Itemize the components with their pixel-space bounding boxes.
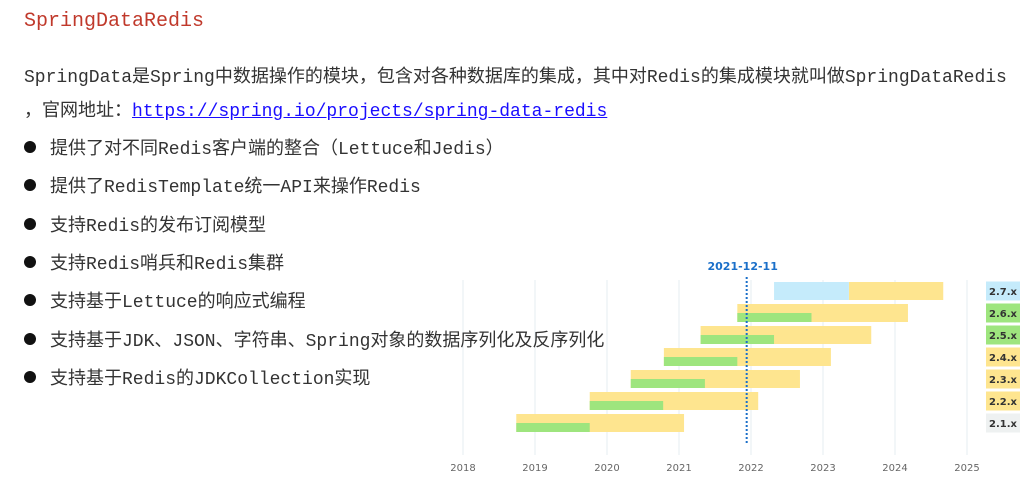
x-tick-label: 2023 (810, 463, 835, 474)
feature-item: 支持Redis哨兵和Redis集群 (24, 249, 284, 275)
x-tick-label: 2018 (450, 463, 475, 474)
version-badge (986, 281, 1020, 301)
oss-support-bar (737, 313, 812, 322)
feature-item: 提供了对不同Redis客户端的整合（Lettuce和Jedis） (24, 134, 504, 160)
oss-support-bar (516, 423, 590, 432)
bullet-icon (24, 255, 36, 268)
intro-line-2: ，官网地址：https://spring.io/projects/spring-… (24, 96, 607, 122)
commercial-support-bar (848, 282, 944, 300)
feature-item: 支持基于JDK、JSON、字符串、Spring对象的数据序列化及反序列化 (24, 326, 604, 352)
future-release-bar (774, 282, 849, 300)
feature-text: 支持Redis哨兵和Redis集群 (50, 254, 285, 275)
feature-item: 支持基于Lettuce的响应式编程 (24, 287, 306, 313)
oss-support-bar (700, 335, 775, 344)
feature-text: 提供了对不同Redis客户端的整合（Lettuce和Jedis） (50, 140, 504, 160)
oss-support-bar (663, 357, 738, 366)
today-marker-label: 2021-12-11 (707, 260, 777, 273)
bullet-icon (24, 141, 36, 153)
x-tick-label: 2021 (666, 463, 691, 474)
intro-line-1: SpringData是Spring中数据操作的模块，包含对各种数据库的集成，其中… (24, 68, 1007, 88)
page-title: SpringDataRedis (24, 10, 205, 33)
bullet-icon (24, 332, 36, 345)
oss-support-bar (630, 379, 705, 388)
version-badge (986, 413, 1020, 433)
feature-item: 支持Redis的发布订阅模型 (24, 211, 266, 237)
version-label: 2.5.x (989, 331, 1018, 342)
version-badge (986, 369, 1020, 389)
official-site-link[interactable]: https://spring.io/projects/spring-data-r… (132, 102, 608, 122)
x-tick-label: 2020 (594, 463, 619, 474)
x-tick-label: 2022 (738, 463, 763, 474)
bullet-icon (24, 179, 36, 192)
feature-text: 支持基于Redis的JDKCollection实现 (50, 369, 371, 390)
x-tick-label: 2019 (522, 463, 547, 474)
version-badge (986, 303, 1020, 323)
bullet-icon (24, 294, 36, 307)
version-label: 2.3.x (989, 375, 1018, 386)
feature-text: 支持基于Lettuce的响应式编程 (50, 293, 306, 314)
feature-text: 提供了RedisTemplate统一API来操作Redis (50, 178, 421, 199)
version-badge (986, 347, 1020, 367)
x-tick-label: 2025 (954, 463, 979, 474)
intro-prefix: ，官网地址： (24, 102, 132, 122)
feature-item: 支持基于Redis的JDKCollection实现 (24, 364, 370, 390)
feature-text: 支持基于JDK、JSON、字符串、Spring对象的数据序列化及反序列化 (50, 331, 605, 352)
bullet-icon (24, 370, 36, 383)
version-label: 2.6.x (989, 309, 1018, 320)
version-label: 2.4.x (989, 353, 1018, 364)
version-label: 2.1.x (989, 419, 1018, 430)
version-label: 2.7.x (989, 287, 1018, 298)
version-badge (986, 325, 1020, 345)
feature-item: 提供了RedisTemplate统一API来操作Redis (24, 172, 421, 198)
bullet-icon (24, 217, 36, 230)
version-badge (986, 391, 1020, 411)
version-label: 2.2.x (989, 397, 1018, 408)
feature-text: 支持Redis的发布订阅模型 (50, 216, 267, 237)
oss-support-bar (589, 401, 664, 410)
x-tick-label: 2024 (882, 463, 907, 474)
